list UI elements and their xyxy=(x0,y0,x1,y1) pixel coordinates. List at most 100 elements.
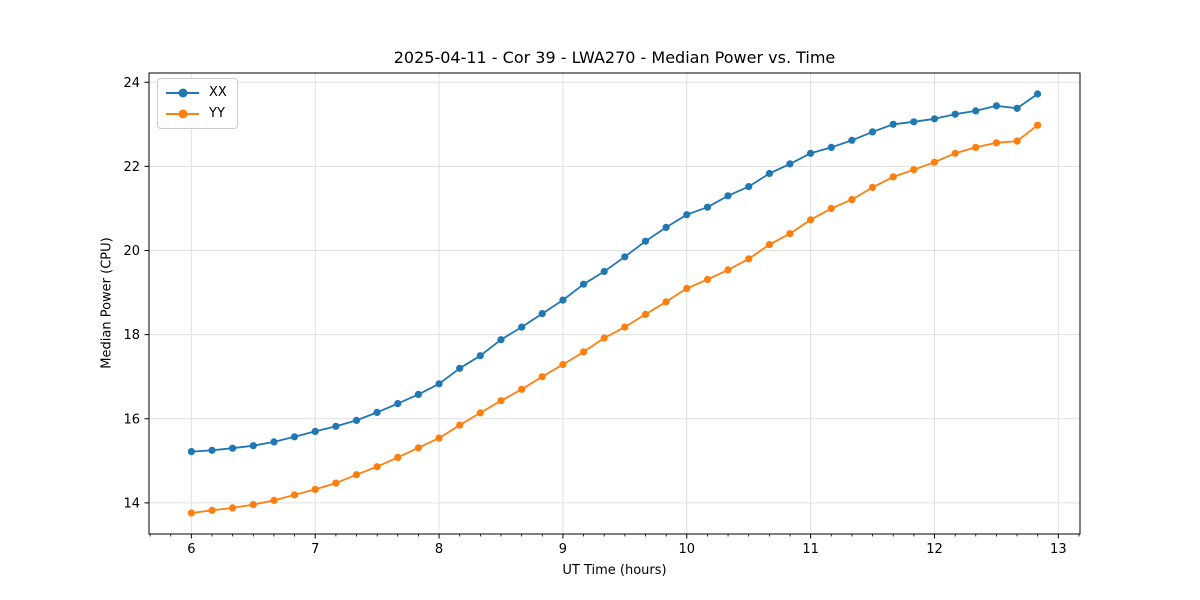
data-point-YY xyxy=(683,284,691,292)
data-point-YY xyxy=(538,373,546,381)
data-point-YY xyxy=(600,334,608,342)
data-point-YY xyxy=(311,485,319,493)
data-point-XX xyxy=(332,422,340,430)
legend-entry-xx: XX xyxy=(166,83,227,103)
data-point-XX xyxy=(456,364,464,372)
data-point-XX xyxy=(538,310,546,318)
series-YY xyxy=(187,121,1042,517)
circle-marker-icon xyxy=(178,88,187,98)
data-point-XX xyxy=(290,433,299,441)
data-point-XX xyxy=(497,336,505,344)
data-point-YY xyxy=(745,255,753,263)
data-point-YY xyxy=(1034,121,1042,129)
data-point-XX xyxy=(518,323,526,331)
x-tick-label: 6 xyxy=(187,542,195,557)
data-point-YY xyxy=(807,216,815,224)
data-point-YY xyxy=(1013,137,1021,145)
data-point-XX xyxy=(373,408,381,416)
y-tick-label: 22 xyxy=(123,160,140,175)
data-point-XX xyxy=(827,143,835,151)
data-point-YY xyxy=(332,479,340,487)
data-point-XX xyxy=(724,192,732,200)
data-point-XX xyxy=(765,169,774,178)
legend-entry-yy: YY xyxy=(166,104,227,124)
data-point-XX xyxy=(187,448,195,456)
data-point-XX xyxy=(745,183,753,191)
y-tick-label: 18 xyxy=(123,328,140,343)
data-point-YY xyxy=(827,204,835,212)
data-point-XX xyxy=(600,267,608,276)
x-tick-label: 8 xyxy=(435,542,443,557)
data-point-YY xyxy=(889,173,897,181)
legend: XX YY xyxy=(157,78,238,129)
data-point-XX xyxy=(559,296,567,304)
data-point-XX xyxy=(270,438,278,446)
y-axis-label: Median Power (CPU) xyxy=(99,237,115,369)
data-point-XX xyxy=(1013,104,1021,112)
data-point-XX xyxy=(311,427,319,435)
data-point-YY xyxy=(951,149,959,157)
data-point-YY xyxy=(208,506,216,514)
data-point-YY xyxy=(373,463,381,471)
legend-line-sample-yy xyxy=(166,109,199,119)
legend-line-sample-xx xyxy=(166,88,199,98)
data-point-XX xyxy=(641,237,650,245)
x-tick-label: 11 xyxy=(802,542,819,557)
data-point-YY xyxy=(992,139,1001,147)
x-tick-label: 7 xyxy=(311,542,319,557)
data-point-YY xyxy=(476,409,484,417)
data-point-XX xyxy=(435,380,443,388)
x-axis-label: UT Time (hours) xyxy=(562,563,667,578)
y-tick-label: 24 xyxy=(123,76,140,91)
data-point-XX xyxy=(786,160,794,168)
data-point-XX xyxy=(992,102,1001,110)
data-point-XX xyxy=(703,203,712,211)
data-point-XX xyxy=(930,115,939,123)
data-point-YY xyxy=(290,491,299,499)
data-point-XX xyxy=(414,390,422,398)
chart-title: 2025-04-11 - Cor 39 - LWA270 - Median Po… xyxy=(393,48,836,67)
data-point-XX xyxy=(249,442,257,450)
plot-frame xyxy=(148,72,1081,535)
data-point-XX xyxy=(580,280,588,288)
x-tick-label: 13 xyxy=(1050,542,1067,557)
data-point-XX xyxy=(683,211,691,219)
data-point-YY xyxy=(559,360,567,369)
data-point-YY xyxy=(229,504,237,512)
data-point-XX xyxy=(208,446,216,454)
y-tick-label: 14 xyxy=(123,496,140,511)
data-point-YY xyxy=(394,453,402,461)
data-point-YY xyxy=(703,275,712,284)
x-tick-label: 9 xyxy=(559,542,567,557)
x-tick-label: 10 xyxy=(678,542,695,557)
data-point-XX xyxy=(868,128,877,136)
data-point-XX xyxy=(394,400,402,408)
series-line-YY xyxy=(190,124,1039,514)
data-point-YY xyxy=(910,166,918,174)
series-line-XX xyxy=(190,93,1039,453)
data-point-YY xyxy=(456,421,464,429)
data-point-YY xyxy=(765,241,774,249)
data-point-XX xyxy=(352,416,361,424)
axis-ticks: 6 7 8 9 10 11 12 13 14 16 18 20 22 24 xyxy=(123,76,1080,557)
data-point-YY xyxy=(868,183,877,191)
data-point-YY xyxy=(786,230,794,238)
data-point-YY xyxy=(621,323,629,331)
data-point-XX xyxy=(662,223,670,231)
data-point-YY xyxy=(497,397,505,405)
data-point-XX xyxy=(910,118,918,126)
data-point-YY xyxy=(641,310,650,318)
data-point-XX xyxy=(951,110,959,118)
data-point-XX xyxy=(848,136,856,144)
data-point-YY xyxy=(352,471,361,479)
data-point-XX xyxy=(889,120,897,128)
x-tick-label: 12 xyxy=(926,542,943,557)
data-point-YY xyxy=(249,501,257,509)
data-point-XX xyxy=(621,253,629,261)
data-point-XX xyxy=(972,107,980,115)
data-point-XX xyxy=(476,352,484,360)
data-point-XX xyxy=(229,444,237,452)
series-XX xyxy=(187,90,1042,456)
y-tick-label: 16 xyxy=(123,412,140,427)
